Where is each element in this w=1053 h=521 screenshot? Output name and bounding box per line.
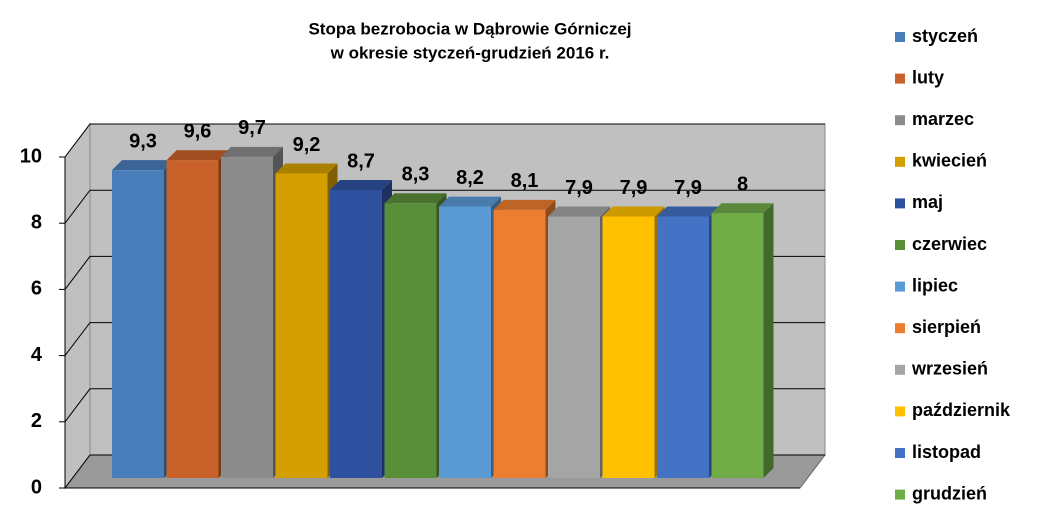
legend-swatch bbox=[895, 156, 905, 167]
bar bbox=[166, 160, 219, 479]
legend-label: maj bbox=[912, 192, 943, 212]
side-wall bbox=[64, 122, 91, 490]
bar bbox=[548, 216, 600, 478]
bar-top bbox=[548, 206, 610, 217]
data-label: 8,7 bbox=[347, 150, 375, 172]
y-tick-label: 2 bbox=[31, 410, 42, 432]
data-label: 8,3 bbox=[402, 164, 430, 186]
y-tick-label: 4 bbox=[31, 344, 43, 366]
bar bbox=[439, 206, 491, 478]
legend-label: listopad bbox=[912, 442, 981, 462]
bar bbox=[711, 213, 764, 478]
data-label: 9,7 bbox=[238, 117, 266, 139]
legend-swatch bbox=[895, 281, 905, 292]
bar bbox=[275, 173, 328, 479]
bar bbox=[384, 203, 437, 478]
legend-label: grudzień bbox=[912, 483, 987, 503]
y-tick-label: 0 bbox=[31, 476, 42, 498]
bar-top bbox=[493, 199, 556, 210]
bar bbox=[602, 216, 655, 478]
bar-top bbox=[221, 146, 283, 157]
grid-line bbox=[64, 189, 825, 224]
y-tick-label: 6 bbox=[31, 278, 42, 300]
chart-title: Stopa bezrobocia w Dąbrowie Górniczej bbox=[308, 19, 631, 38]
bar-top bbox=[275, 163, 338, 174]
legend-label: kwiecień bbox=[912, 151, 987, 171]
bar-top bbox=[166, 150, 229, 161]
legend-label: październik bbox=[912, 400, 1011, 420]
legend-label: czerwiec bbox=[912, 234, 987, 254]
legend-swatch bbox=[895, 73, 905, 84]
bar bbox=[221, 156, 273, 478]
legend-label: sierpień bbox=[912, 317, 981, 337]
legend-swatch bbox=[895, 489, 905, 500]
bar bbox=[330, 190, 382, 478]
grid-line bbox=[64, 123, 825, 158]
legend-label: styczeń bbox=[912, 26, 978, 46]
bar-top bbox=[439, 196, 501, 207]
data-label: 7,9 bbox=[674, 177, 702, 199]
legend-swatch bbox=[895, 115, 905, 126]
data-label: 8 bbox=[737, 173, 748, 195]
data-label: 9,2 bbox=[293, 134, 321, 156]
legend-swatch bbox=[895, 198, 905, 209]
y-tick-label: 10 bbox=[20, 145, 42, 167]
bar bbox=[493, 209, 546, 478]
legend-swatch bbox=[895, 448, 905, 458]
legend-swatch bbox=[895, 32, 905, 42]
bar-top bbox=[330, 180, 392, 191]
data-label: 7,9 bbox=[565, 177, 593, 199]
data-label: 7,9 bbox=[620, 177, 648, 199]
legend-swatch bbox=[895, 406, 905, 417]
data-label: 9,6 bbox=[184, 121, 212, 143]
bar-top bbox=[112, 160, 174, 171]
bar-side bbox=[763, 203, 774, 478]
bar-top bbox=[384, 193, 447, 204]
legend-swatch bbox=[895, 240, 905, 250]
legend-label: marzec bbox=[912, 109, 974, 129]
data-label: 8,1 bbox=[511, 170, 539, 192]
legend-label: wrzesień bbox=[911, 359, 988, 379]
data-label: 8,2 bbox=[456, 167, 484, 189]
legend-swatch bbox=[895, 323, 905, 334]
legend-label: lipiec bbox=[912, 275, 958, 295]
bar-top bbox=[711, 203, 774, 214]
legend-label: luty bbox=[912, 67, 944, 87]
bar bbox=[112, 170, 164, 479]
bar-top bbox=[657, 206, 719, 217]
chart-title: w okresie styczeń-grudzień 2016 r. bbox=[330, 43, 610, 62]
bar-top bbox=[602, 206, 665, 217]
bar bbox=[657, 216, 709, 478]
y-tick-label: 8 bbox=[31, 211, 42, 233]
data-label: 9,3 bbox=[129, 130, 157, 152]
legend-swatch bbox=[895, 364, 905, 375]
